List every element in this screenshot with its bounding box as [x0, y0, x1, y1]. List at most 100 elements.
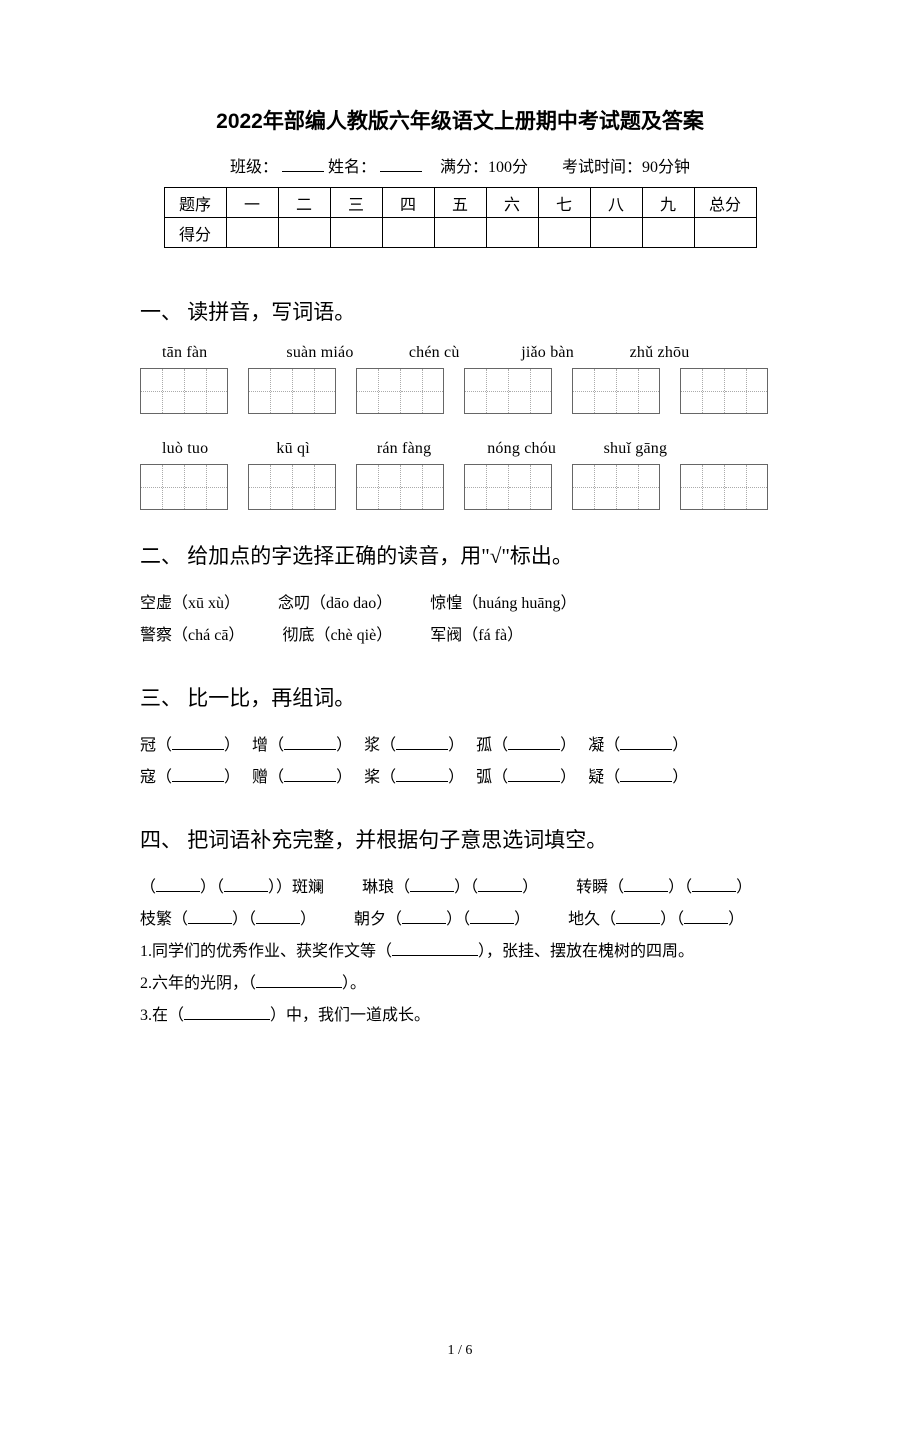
score-cell[interactable]: [486, 218, 538, 248]
score-cell[interactable]: [278, 218, 330, 248]
blank[interactable]: [392, 944, 478, 956]
answer-box-row: [140, 368, 780, 414]
score-cell[interactable]: [434, 218, 486, 248]
word-head: 枝繁（: [140, 911, 188, 928]
col-header: 四: [382, 188, 434, 218]
char-box[interactable]: [464, 464, 552, 510]
text: ），张挂、摆放在槐树的四周。: [478, 943, 694, 960]
word: 彻底: [282, 627, 314, 644]
q4-line1: （）（））斑斓 琳琅（）（） 转瞬（）（）: [140, 872, 780, 904]
pinyin-row-1: tān fàn suàn miáo chén cù jiǎo bàn zhǔ z…: [162, 344, 780, 362]
char-box[interactable]: [680, 464, 768, 510]
section-1-heading: 一、 读拼音，写词语。: [140, 296, 780, 326]
char: 凝: [588, 737, 604, 754]
blank[interactable]: [616, 912, 660, 924]
score-cell[interactable]: [538, 218, 590, 248]
class-blank[interactable]: [282, 158, 324, 172]
opts[interactable]: （xū xù）: [172, 595, 240, 612]
char-box[interactable]: [248, 368, 336, 414]
blank[interactable]: [508, 738, 560, 750]
q4-sentence-2: 2.六年的光阴，（ ）。: [140, 968, 780, 1000]
opts[interactable]: （chá cā）: [172, 627, 244, 644]
blank[interactable]: [624, 880, 668, 892]
score-cell[interactable]: [226, 218, 278, 248]
col-header: 七: [538, 188, 590, 218]
char-box[interactable]: [680, 368, 768, 414]
score-cell[interactable]: [382, 218, 434, 248]
text: 2.六年的光阴，（: [140, 975, 256, 992]
blank[interactable]: [188, 912, 232, 924]
char-box[interactable]: [356, 368, 444, 414]
opts[interactable]: （chè qiè）: [314, 627, 392, 644]
pinyin: rán fàng: [377, 440, 465, 458]
section-4-heading: 四、 把词语补充完整，并根据句子意思选词填空。: [140, 824, 780, 854]
blank[interactable]: [410, 880, 454, 892]
score-cell[interactable]: [694, 218, 756, 248]
char-box[interactable]: [356, 464, 444, 510]
char-box[interactable]: [140, 464, 228, 510]
blank[interactable]: [620, 770, 672, 782]
char-box[interactable]: [464, 368, 552, 414]
blank[interactable]: [256, 912, 300, 924]
name-blank[interactable]: [380, 158, 422, 172]
word-tail: ）: [300, 911, 316, 928]
pinyin: luò tuo: [162, 440, 244, 458]
q4-sentence-3: 3.在（）中，我们一道成长。: [140, 1000, 780, 1032]
q4-sentence-1: 1.同学们的优秀作业、获奖作文等（），张挂、摆放在槐树的四周。: [140, 936, 780, 968]
blank[interactable]: [284, 770, 336, 782]
word: 惊惶: [430, 595, 462, 612]
text: 3.在（: [140, 1007, 184, 1024]
opts[interactable]: （huáng huāng）: [462, 595, 576, 612]
blank[interactable]: [470, 912, 514, 924]
blank[interactable]: [256, 976, 342, 988]
char: 浆: [364, 737, 380, 754]
char: 孤: [476, 737, 492, 754]
blank[interactable]: [508, 770, 560, 782]
word-tail: ）: [522, 879, 538, 896]
char-box[interactable]: [248, 464, 336, 510]
blank[interactable]: [396, 770, 448, 782]
col-header: 五: [434, 188, 486, 218]
blank[interactable]: [224, 880, 268, 892]
score-cell[interactable]: [330, 218, 382, 248]
col-header: 二: [278, 188, 330, 218]
char: 增: [252, 737, 268, 754]
opts[interactable]: （fá fà）: [462, 627, 523, 644]
word-head: 朝夕（: [354, 911, 402, 928]
word-head: 地久（: [568, 911, 616, 928]
char-box[interactable]: [572, 368, 660, 414]
blank[interactable]: [284, 738, 336, 750]
word-mid: ）（: [454, 879, 478, 896]
score-cell[interactable]: [590, 218, 642, 248]
blank[interactable]: [396, 738, 448, 750]
total-header: 总分: [694, 188, 756, 218]
blank[interactable]: [478, 880, 522, 892]
pinyin: chén cù: [409, 344, 491, 362]
class-label: 班级：: [230, 159, 278, 176]
blank[interactable]: [684, 912, 728, 924]
word-head: 转瞬（: [576, 879, 624, 896]
q3-row1: 冠（） 增（） 浆（） 孤（） 凝（）: [140, 730, 780, 762]
word-mid: ）（: [232, 911, 256, 928]
full-score: 满分：100分: [440, 159, 528, 176]
answer-box-row: [140, 464, 780, 510]
blank[interactable]: [172, 770, 224, 782]
col-header: 三: [330, 188, 382, 218]
blank[interactable]: [402, 912, 446, 924]
char-box[interactable]: [572, 464, 660, 510]
blank[interactable]: [156, 880, 200, 892]
score-table: 题序 一 二 三 四 五 六 七 八 九 总分 得分: [164, 187, 757, 248]
blank[interactable]: [184, 1008, 270, 1020]
blank[interactable]: [692, 880, 736, 892]
opts[interactable]: （dāo dao）: [310, 595, 392, 612]
word: 念叨: [278, 595, 310, 612]
col-header: 六: [486, 188, 538, 218]
score-cell[interactable]: [642, 218, 694, 248]
text: ）。: [342, 975, 366, 992]
blank[interactable]: [620, 738, 672, 750]
blank[interactable]: [172, 738, 224, 750]
col-header: 一: [226, 188, 278, 218]
word: 军阀: [430, 627, 462, 644]
char-box[interactable]: [140, 368, 228, 414]
page-number: 1 / 6: [140, 1343, 780, 1359]
